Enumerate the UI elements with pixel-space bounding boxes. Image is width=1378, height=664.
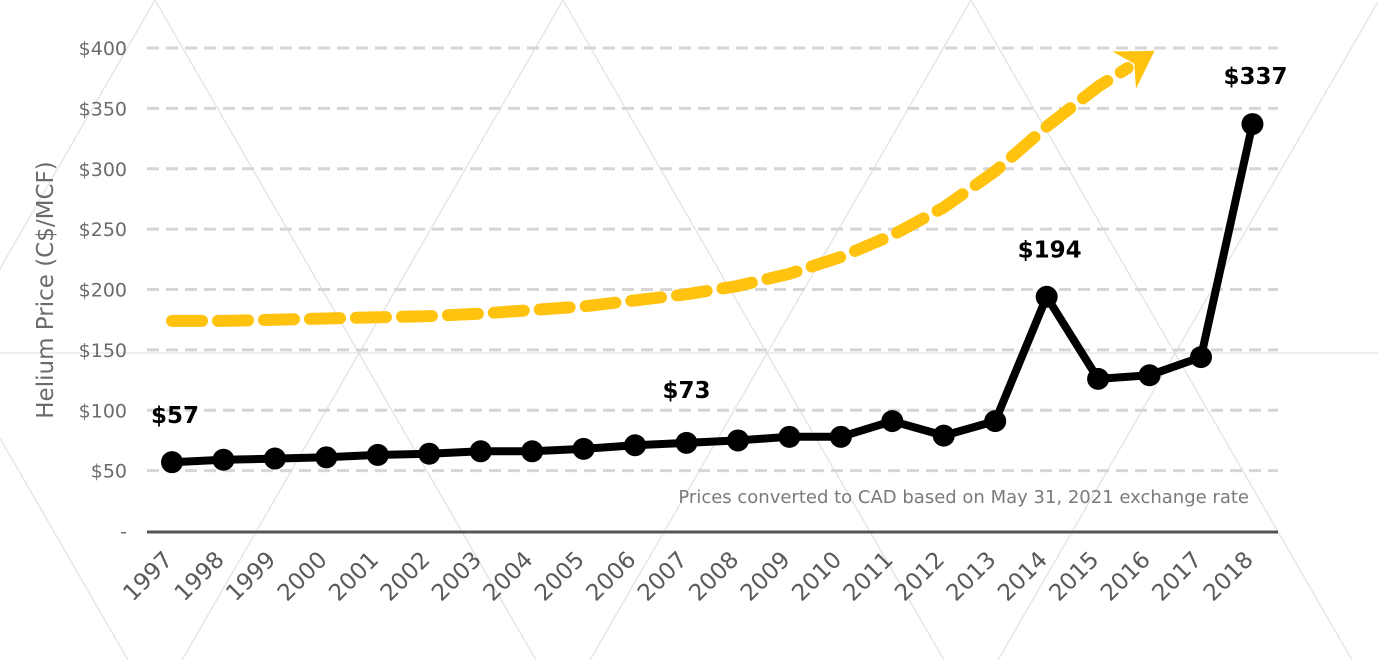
price-series bbox=[161, 113, 1264, 474]
data-point bbox=[984, 410, 1007, 433]
data-point bbox=[1241, 113, 1264, 136]
data-labels: $57 $73 $194 $337 bbox=[151, 64, 1287, 429]
data-point bbox=[366, 443, 389, 466]
data-point bbox=[315, 446, 338, 469]
x-tick-label: 2016 bbox=[1096, 547, 1156, 607]
data-point bbox=[726, 429, 749, 452]
data-label: $73 bbox=[662, 378, 710, 404]
data-point bbox=[161, 451, 183, 474]
exchange-rate-note: Prices converted to CAD based on May 31,… bbox=[678, 487, 1249, 508]
x-tick-label: 1997 bbox=[118, 547, 178, 607]
x-tick-label: 2017 bbox=[1147, 547, 1207, 607]
y-tick-label: $150 bbox=[79, 340, 127, 362]
x-tick-label: 2006 bbox=[582, 547, 642, 607]
x-tick-label: 2012 bbox=[890, 547, 950, 607]
data-label: $57 bbox=[151, 403, 199, 429]
y-tick-label: $400 bbox=[79, 38, 127, 60]
pattern-line bbox=[562, 0, 945, 661]
data-point bbox=[675, 431, 698, 454]
data-point bbox=[1190, 346, 1212, 369]
pattern-line bbox=[997, 0, 1378, 661]
x-tick-label: 2001 bbox=[324, 547, 384, 607]
x-tick-label: 2005 bbox=[530, 547, 590, 607]
gridlines bbox=[147, 46, 1278, 473]
series-line bbox=[168, 120, 1257, 467]
pattern-line bbox=[0, 0, 156, 270]
pattern-line bbox=[181, 0, 564, 661]
trend-line bbox=[166, 62, 1134, 327]
data-point bbox=[778, 425, 801, 448]
y-axis-label: Helium Price (C$/MCF) bbox=[33, 161, 59, 418]
x-tick-label: 2009 bbox=[736, 547, 796, 607]
data-point bbox=[418, 442, 441, 465]
data-label: $194 bbox=[1018, 238, 1082, 264]
x-tick-label: 1998 bbox=[170, 547, 230, 607]
trend-arrowhead bbox=[1112, 50, 1155, 89]
data-point bbox=[624, 434, 647, 457]
data-point bbox=[881, 410, 904, 433]
x-axis-ticks: 1997199819992000200120022003200420052006… bbox=[118, 547, 1258, 607]
data-point bbox=[1035, 285, 1058, 308]
pattern-line bbox=[589, 0, 972, 661]
x-tick-label: 2014 bbox=[993, 547, 1053, 607]
x-tick-label: 2007 bbox=[633, 547, 693, 607]
pattern-line bbox=[970, 0, 1353, 661]
x-tick-label: 2013 bbox=[942, 547, 1002, 607]
data-point bbox=[469, 440, 492, 463]
x-tick-label: 2010 bbox=[787, 547, 847, 607]
pattern-line bbox=[562, 0, 945, 661]
x-tick-label: 2002 bbox=[376, 547, 436, 607]
pattern-line bbox=[0, 0, 156, 270]
x-tick-label: 2003 bbox=[427, 547, 487, 607]
x-tick-label: 2011 bbox=[839, 547, 899, 607]
pattern-line bbox=[0, 437, 129, 661]
y-tick-label: $100 bbox=[79, 400, 127, 422]
data-point bbox=[829, 425, 852, 448]
y-axis-ticks: - $50 $100 $150 $200 $250 $300 $350 $400 bbox=[79, 38, 127, 543]
x-tick-label: 2015 bbox=[1045, 547, 1105, 607]
y-tick-label: $300 bbox=[79, 159, 127, 181]
x-tick-label: 2008 bbox=[684, 547, 744, 607]
y-tick-label: $50 bbox=[91, 461, 127, 483]
y-tick-label: $200 bbox=[79, 280, 127, 302]
data-point bbox=[212, 448, 235, 471]
data-point bbox=[1087, 367, 1110, 390]
trend-arrow bbox=[166, 50, 1155, 327]
data-point bbox=[932, 424, 955, 447]
data-label: $337 bbox=[1223, 64, 1287, 90]
x-tick-label: 2000 bbox=[273, 547, 333, 607]
pattern-line bbox=[970, 0, 1353, 661]
y-tick-label: - bbox=[120, 521, 127, 543]
pattern-line bbox=[154, 0, 537, 661]
data-point bbox=[521, 440, 544, 463]
y-tick-label: $350 bbox=[79, 98, 127, 120]
data-point bbox=[572, 437, 595, 460]
data-point bbox=[263, 447, 286, 470]
y-tick-label: $250 bbox=[79, 219, 127, 241]
x-tick-label: 2018 bbox=[1199, 547, 1259, 607]
data-point bbox=[1138, 364, 1161, 387]
